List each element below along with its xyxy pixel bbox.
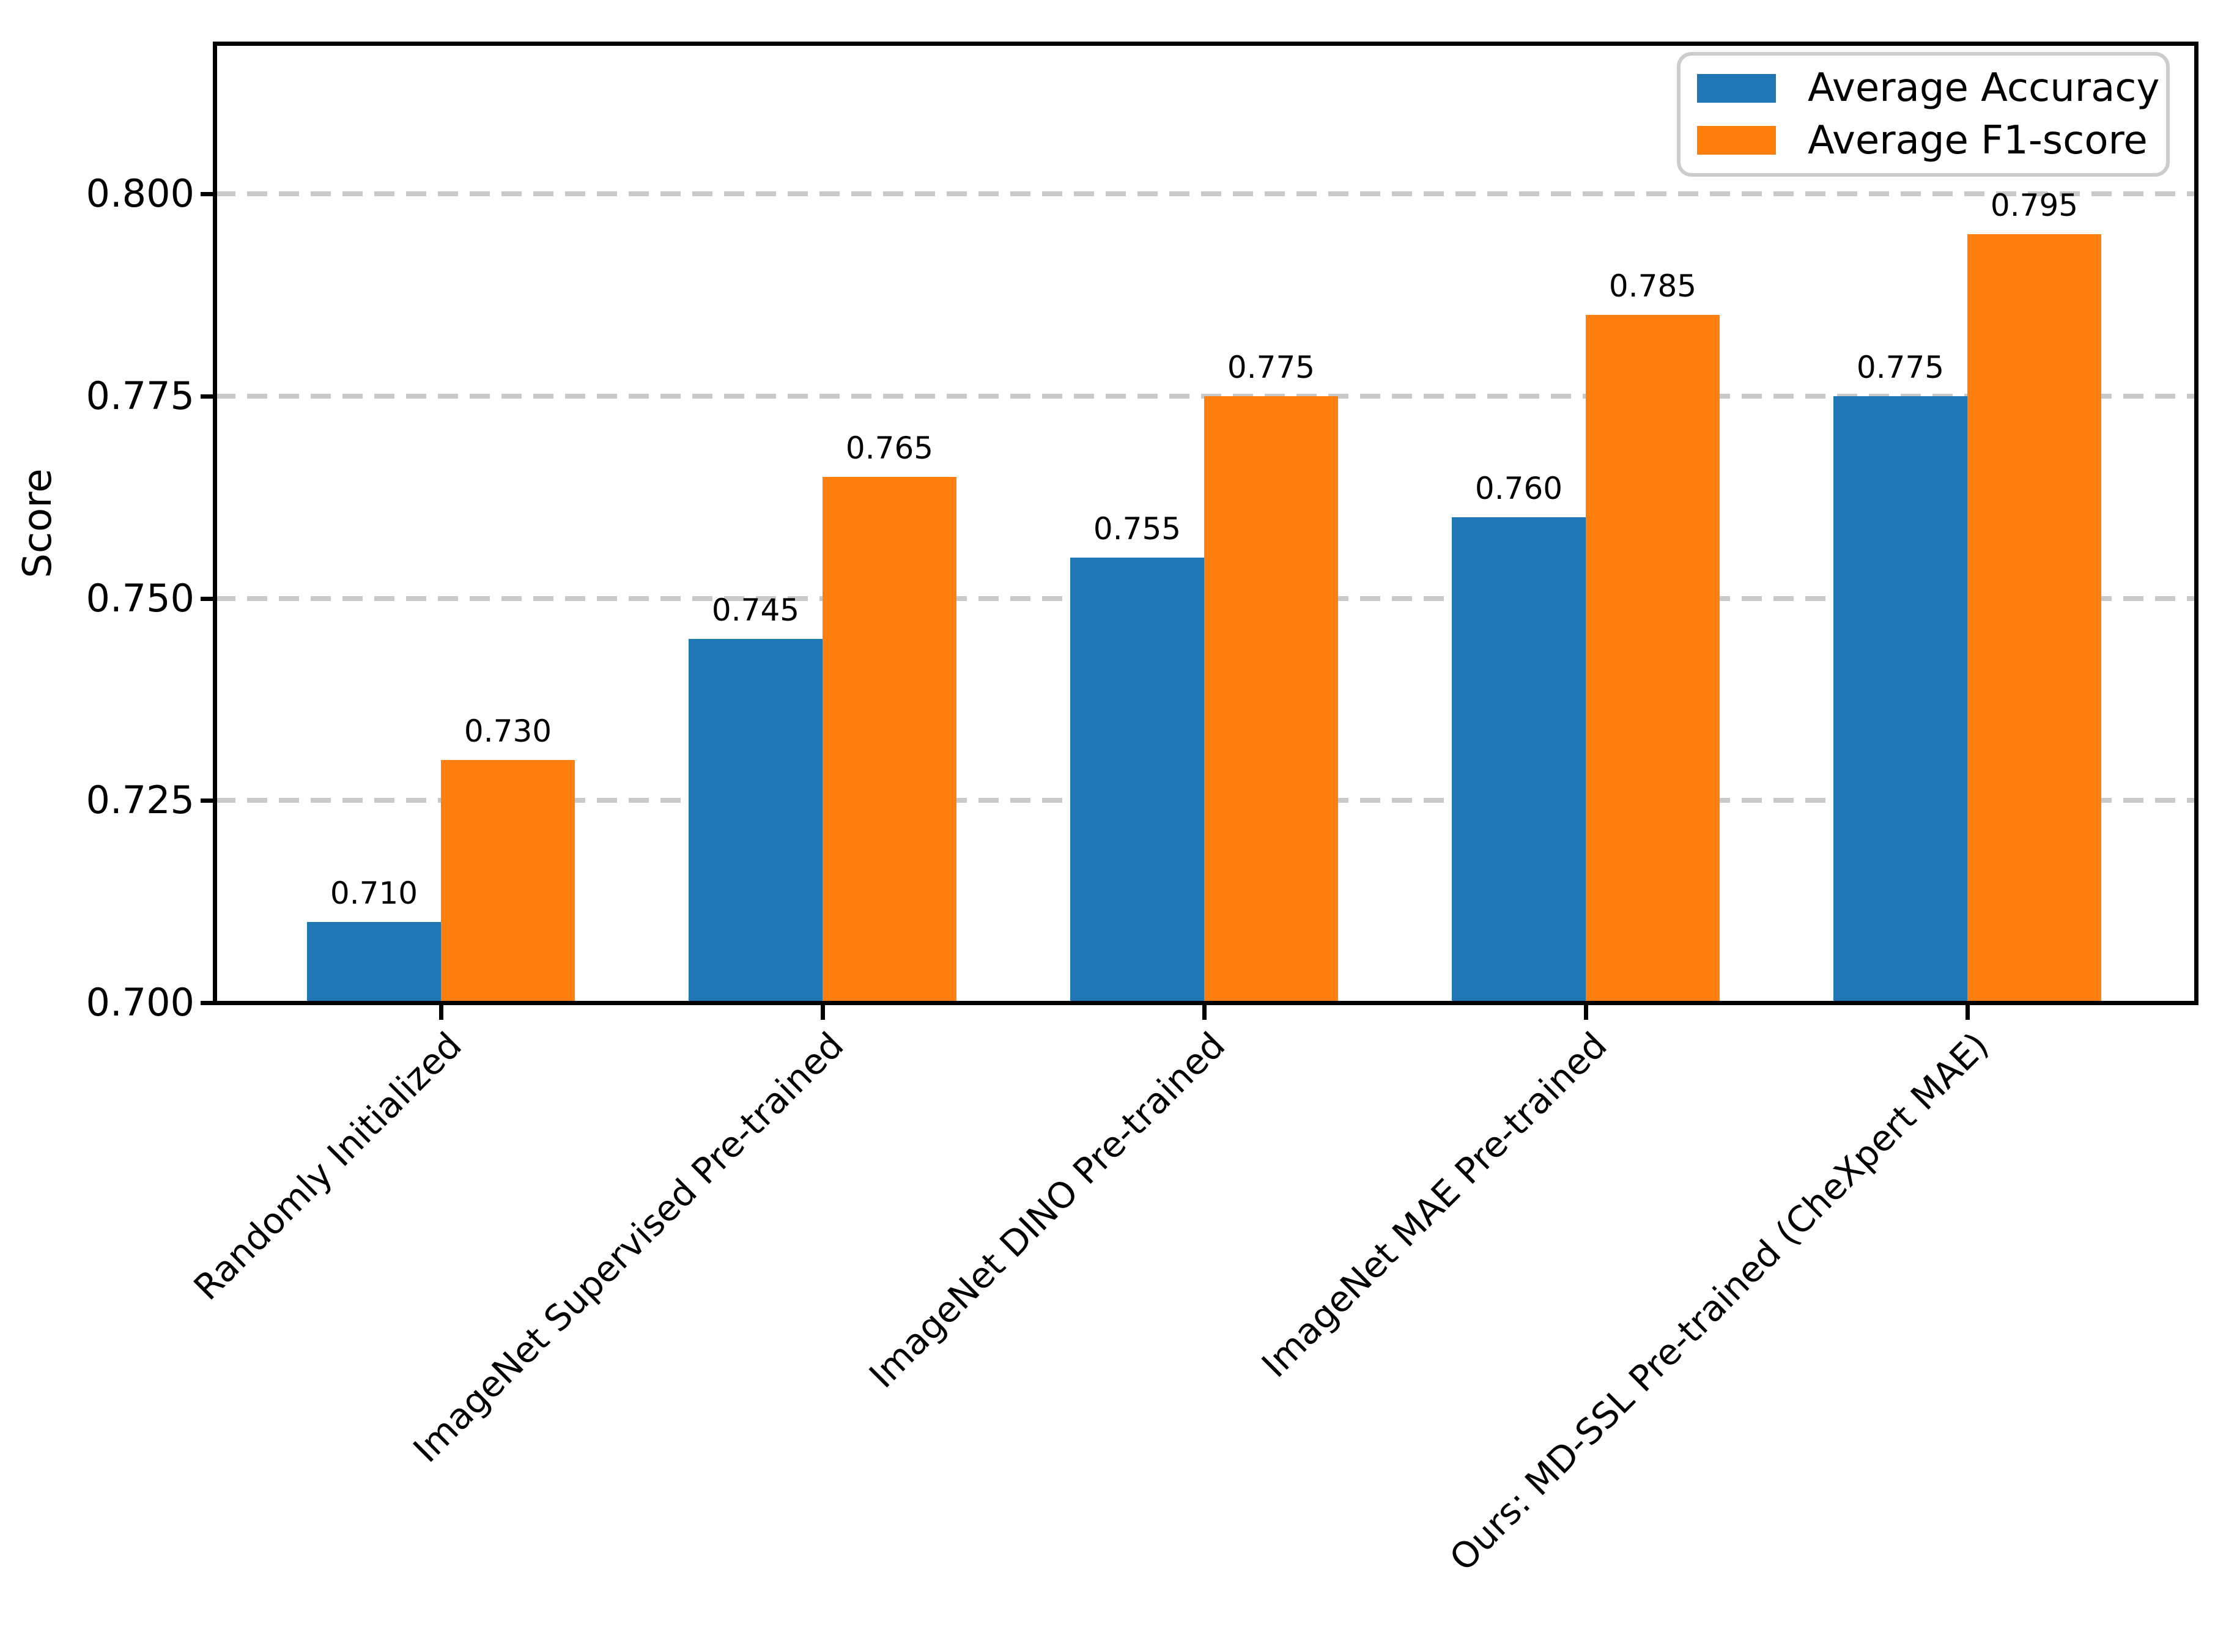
x-tick-mark [1584, 1005, 1588, 1020]
plot-area [215, 44, 2196, 1003]
bar-accuracy-group-1 [307, 922, 441, 1003]
bar-value-label: 0.765 [845, 430, 934, 466]
legend-label-f1: Average F1-score [1808, 117, 2148, 163]
x-tick-mark [439, 1005, 443, 1020]
bar-value-label: 0.730 [464, 714, 552, 750]
x-tick-mark [821, 1005, 825, 1020]
y-tick-mark [201, 596, 215, 601]
bar-f1-group-4 [1586, 315, 1720, 1003]
x-tick-label: ImageNet DINO Pre-trained [861, 1024, 1233, 1396]
y-tick-label: 0.725 [86, 778, 195, 823]
y-axis-label: Score [15, 468, 61, 578]
y-tick-mark [201, 798, 215, 803]
bar-value-label: 0.745 [711, 592, 800, 628]
bar-f1-group-2 [823, 477, 956, 1003]
legend-label-accuracy: Average Accuracy [1808, 65, 2160, 111]
bar-value-label: 0.775 [1227, 349, 1315, 385]
y-tick-label: 0.775 [86, 373, 195, 418]
legend-swatch-f1 [1697, 126, 1776, 155]
bar-value-label: 0.710 [330, 875, 418, 911]
x-tick-label: ImageNet Supervised Pre-trained [405, 1024, 852, 1471]
bar-value-label: 0.775 [1856, 349, 1945, 385]
bar-value-label: 0.795 [1990, 188, 2079, 224]
x-tick-mark [1202, 1005, 1207, 1020]
x-tick-mark [1965, 1005, 1970, 1020]
x-tick-label: ImageNet MAE Pre-trained [1253, 1024, 1615, 1385]
x-tick-label: Randomly Initialized [186, 1024, 470, 1308]
y-tick-mark [201, 394, 215, 399]
bar-accuracy-group-5 [1833, 396, 1967, 1003]
bar-accuracy-group-3 [1070, 558, 1204, 1003]
bar-value-label: 0.755 [1093, 511, 1181, 547]
legend-entry-accuracy: Average Accuracy [1681, 68, 2166, 108]
y-tick-label: 0.700 [86, 980, 195, 1025]
y-tick-mark [201, 1001, 215, 1005]
bar-f1-group-1 [441, 760, 575, 1003]
y-tick-label: 0.750 [86, 575, 195, 621]
y-tick-label: 0.800 [86, 171, 195, 216]
bar-accuracy-group-2 [689, 639, 823, 1003]
bar-accuracy-group-4 [1452, 517, 1586, 1003]
legend-swatch-accuracy [1697, 73, 1776, 103]
bar-f1-group-3 [1204, 396, 1338, 1003]
bar-value-label: 0.785 [1608, 268, 1697, 304]
legend-entry-f1: Average F1-score [1681, 121, 2166, 160]
y-tick-mark [201, 192, 215, 196]
legend: Average Accuracy Average F1-score [1677, 52, 2170, 177]
y-gridline [215, 393, 2196, 399]
bar-value-label: 0.760 [1474, 471, 1563, 507]
bar-f1-group-5 [1967, 234, 2101, 1003]
y-gridline [215, 191, 2196, 196]
